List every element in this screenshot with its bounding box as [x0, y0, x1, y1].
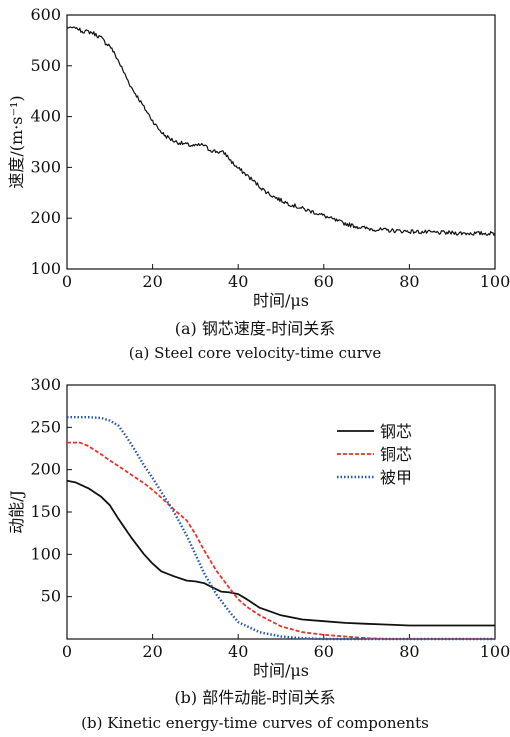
series-group [66, 26, 496, 236]
legend-label: 钢芯 [380, 422, 412, 441]
caption-zh: (b) 部件动能-时间关系 [174, 688, 335, 707]
panel-a-velocity-chart: 0 20 40 60 80 100 100 200 300 400 500 600 时间/μs 速度… [7, 5, 510, 362]
y-tick-label: 50 [41, 587, 61, 606]
x-tick-label: 20 [142, 642, 162, 661]
y-tick-label: 250 [30, 417, 61, 436]
y-axis-label: 动能/J [7, 490, 26, 534]
x-tick-label: 100 [480, 272, 510, 291]
x-ticks: 0 20 40 60 80 100 [62, 264, 510, 291]
series-line [67, 416, 495, 641]
x-tick-label: 60 [314, 272, 334, 291]
caption-zh: (a) 钢芯速度-时间关系 [175, 319, 336, 338]
x-tick-label: 40 [228, 642, 248, 661]
x-tick-label: 80 [399, 272, 419, 291]
x-axis-label: 时间/μs [253, 291, 309, 310]
y-tick-label: 200 [30, 208, 61, 227]
y-tick-label: 300 [30, 157, 61, 176]
y-tick-label: 100 [30, 259, 61, 278]
y-ticks: 50 100 150 200 250 300 [30, 375, 72, 606]
series-line [67, 441, 495, 640]
y-ticks: 100 200 300 400 500 600 [30, 5, 72, 278]
x-tick-label: 60 [314, 642, 334, 661]
y-tick-label: 400 [30, 107, 61, 126]
x-tick-label: 20 [142, 272, 162, 291]
y-tick-label: 300 [30, 375, 61, 394]
plot-frame [66, 384, 496, 640]
legend-label: 铜芯 [380, 445, 412, 464]
caption-en: (a) Steel core velocity-time curve [129, 344, 382, 362]
x-tick-label: 0 [62, 272, 72, 291]
x-tick-label: 0 [62, 642, 72, 661]
series-line [66, 26, 496, 236]
x-tick-label: 80 [399, 642, 419, 661]
y-axis-label: 速度/(m·s⁻¹) [7, 95, 26, 188]
y-tick-label: 600 [30, 5, 61, 24]
y-tick-label: 100 [30, 544, 61, 563]
series-line [66, 479, 495, 627]
caption-en: (b) Kinetic energy-time curves of compon… [81, 714, 429, 732]
legend-label: 被甲 [380, 468, 412, 487]
series-group [66, 416, 495, 641]
y-tick-label: 500 [30, 56, 61, 75]
x-axis-label: 时间/μs [253, 661, 309, 680]
plot-frame [66, 14, 496, 270]
x-tick-label: 100 [480, 642, 510, 661]
x-tick-label: 40 [228, 272, 248, 291]
y-tick-label: 150 [30, 502, 61, 521]
y-tick-label: 200 [30, 460, 61, 479]
